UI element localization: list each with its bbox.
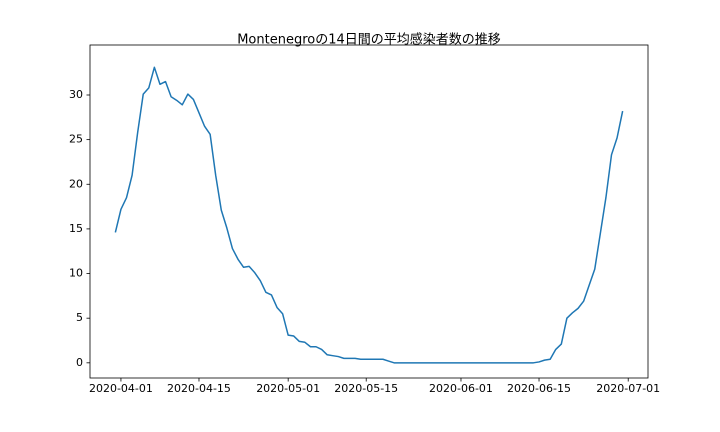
x-tick-label: 2020-06-01 [429,382,493,395]
y-tick-label: 0 [76,356,83,369]
x-tick-label: 2020-07-01 [596,382,660,395]
x-tick-label: 2020-04-15 [167,382,231,395]
chart-title: Montenegroの14日間の平均感染者数の推移 [237,32,501,48]
x-tick-label: 2020-05-01 [256,382,320,395]
y-tick-label: 30 [69,88,83,101]
axes-frame [89,44,649,379]
line-series [114,66,624,364]
x-tick-label: 2020-06-15 [507,382,571,395]
x-tick-label: 2020-04-01 [89,382,153,395]
x-tick-label: 2020-05-15 [334,382,398,395]
y-tick-label: 5 [76,311,83,324]
y-tick-label: 15 [69,222,83,235]
y-tick-label: 25 [69,133,83,146]
y-tick-label: 20 [69,177,83,190]
y-tick-label: 10 [69,267,83,280]
